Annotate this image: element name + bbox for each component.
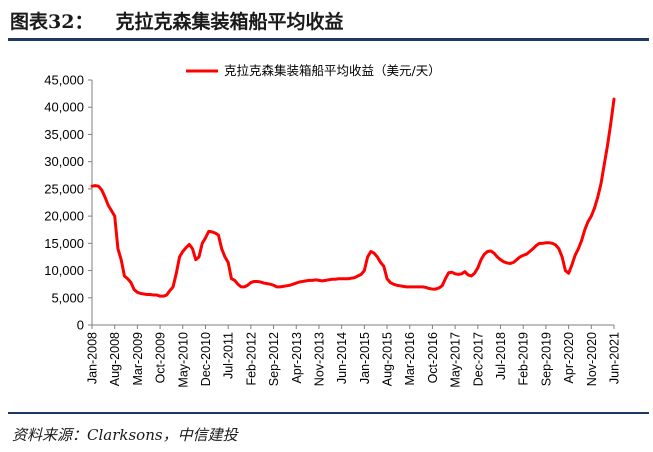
x-tick-label: Sep-2012 — [267, 332, 281, 386]
x-tick-label: Feb-2012 — [244, 332, 258, 386]
y-tick-label: 10,000 — [44, 263, 84, 278]
x-tick-label: Jan-2008 — [86, 332, 100, 384]
x-tick-label: Oct-2016 — [426, 332, 440, 383]
x-tick-label: Nov-2020 — [585, 332, 599, 386]
legend-label: 克拉克森集装箱船平均收益（美元/天） — [224, 63, 441, 78]
x-tick-label: Apr-2020 — [562, 332, 576, 383]
series-line — [90, 97, 616, 298]
x-tick-label: May-2017 — [449, 332, 463, 388]
y-tick-label: 15,000 — [44, 236, 84, 251]
x-axis: Jan-2008 Aug-2008 Mar-2009 Oct-2009 May-2010… — [86, 324, 622, 388]
x-tick-label: Mar-2016 — [403, 332, 417, 386]
x-tick-label: Dec-2017 — [471, 332, 485, 386]
x-tick-label: Jun-2014 — [335, 332, 349, 384]
x-tick-label: Dec-2010 — [199, 332, 213, 386]
x-tick-label: Aug-2008 — [108, 332, 122, 386]
y-tick-label: 25,000 — [44, 181, 84, 196]
chart-title: 克拉克森集装箱船平均收益 — [115, 10, 344, 33]
source-note: 资料来源：Clarksons，中信建投 — [12, 426, 238, 444]
plot-area — [90, 97, 616, 298]
top-divider — [8, 38, 649, 41]
y-axis: 0 5,000 10,000 15,000 20,000 25,000 30,000 35,0… — [44, 73, 93, 333]
y-tick-label: 30,000 — [44, 154, 84, 169]
line-chart: 0 5,000 10,000 15,000 20,000 25,000 30,000 35,0… — [44, 63, 622, 388]
x-tick-label: Nov-2013 — [312, 332, 326, 386]
figure-number: 图表32： — [10, 10, 94, 33]
y-tick-label: 45,000 — [44, 73, 84, 88]
x-tick-label: Jul-2011 — [222, 332, 236, 379]
figure-header: 图表32： 克拉克森集装箱船平均收益 — [10, 6, 343, 34]
x-tick-label: Jan-2015 — [358, 332, 372, 384]
x-tick-label: Apr-2013 — [290, 332, 304, 383]
x-tick-label: Jun-2021 — [608, 332, 622, 384]
x-tick-label: Mar-2009 — [131, 332, 145, 386]
bottom-divider — [8, 412, 649, 414]
y-tick-label: 40,000 — [44, 100, 84, 115]
y-tick-label: 35,000 — [44, 127, 84, 142]
x-tick-label: Feb-2019 — [517, 332, 531, 386]
x-tick-label: Aug-2015 — [381, 332, 395, 386]
x-tick-label: Oct-2009 — [154, 332, 168, 383]
y-tick-label: 5,000 — [51, 290, 84, 305]
y-tick-label: 0 — [77, 318, 84, 333]
legend: 克拉克森集装箱船平均收益（美元/天） — [186, 63, 441, 78]
x-tick-label: Jul-2018 — [494, 332, 508, 380]
x-tick-label: May-2010 — [176, 332, 190, 388]
y-tick-label: 20,000 — [44, 209, 84, 224]
x-tick-label: Sep-2019 — [539, 332, 553, 386]
